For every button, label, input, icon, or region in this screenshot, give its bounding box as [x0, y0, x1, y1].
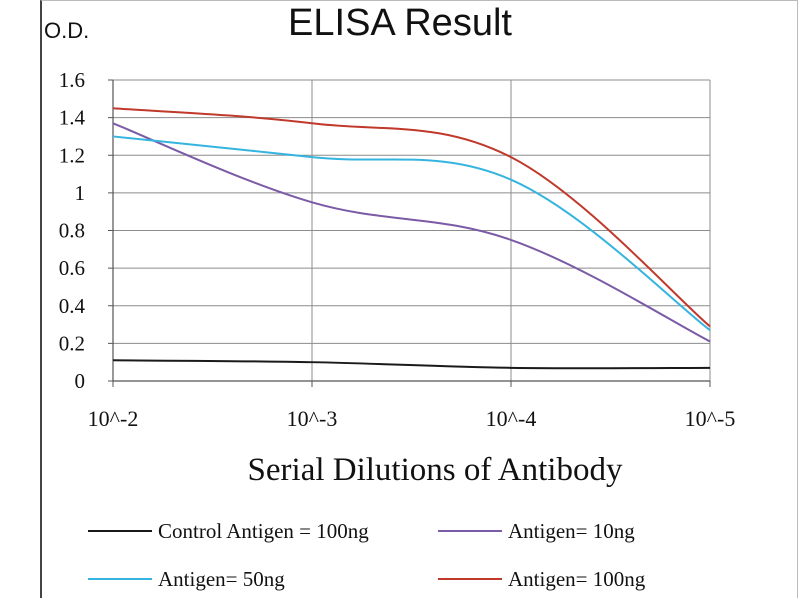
series-line-antigen-50ng: [112, 135, 711, 332]
legend-item-10ng: Antigen= 10ng: [438, 518, 635, 544]
legend-item-50ng: Antigen= 50ng: [88, 566, 285, 592]
y-tick-label: 0.8: [59, 219, 85, 243]
y-tick-label: 0: [75, 369, 86, 393]
legend-label: Antigen= 10ng: [508, 518, 635, 543]
legend-label: Antigen= 50ng: [158, 566, 285, 591]
legend-item-control: Control Antigen = 100ng: [88, 518, 369, 544]
y-tick-label: 1.2: [59, 143, 85, 167]
x-tick-label: 10^-3: [287, 406, 338, 431]
y-tick-label: 1: [75, 181, 86, 205]
y-tick-label: 0.4: [59, 294, 86, 318]
y-tick-label: 1.6: [59, 68, 85, 92]
series-line-antigen-100ng: [112, 107, 711, 328]
series-line-control-antigen-100ng: [112, 359, 711, 370]
x-tick-label: 10^-2: [88, 406, 139, 431]
chart-title: ELISA Result: [288, 2, 512, 44]
x-tick-label: 10^-4: [486, 406, 537, 431]
x-axis-label: Serial Dilutions of Antibody: [247, 452, 623, 488]
legend-swatch: [438, 530, 502, 532]
y-axis-label: O.D.: [44, 18, 90, 43]
legend-label: Control Antigen = 100ng: [158, 518, 369, 543]
legend-item-100ng: Antigen= 100ng: [438, 566, 645, 592]
chart-frame: [40, 0, 798, 598]
legend-label: Antigen= 100ng: [508, 566, 646, 591]
x-tick-label: 10^-5: [685, 406, 736, 431]
series-line-antigen-10ng: [112, 122, 711, 343]
y-tick-label: 0.6: [59, 256, 85, 280]
legend-swatch: [88, 578, 152, 580]
legend-swatch: [438, 578, 502, 580]
y-tick-label: 1.4: [59, 106, 86, 130]
y-tick-label: 0.2: [59, 331, 85, 355]
legend-swatch: [88, 530, 152, 532]
